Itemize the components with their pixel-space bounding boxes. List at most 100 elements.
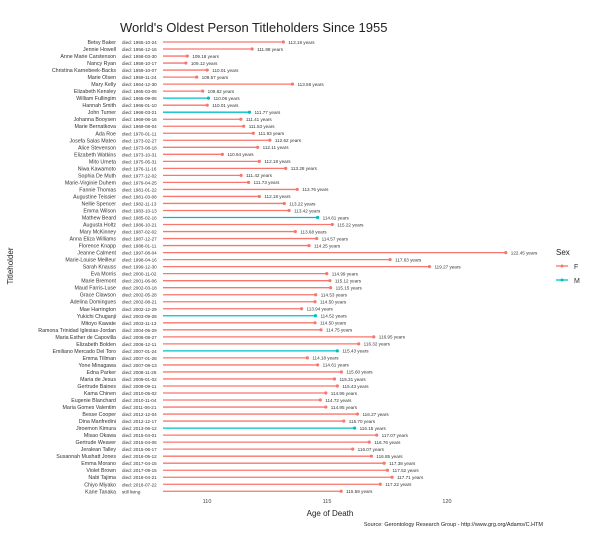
age-label: 113.56 years — [297, 82, 324, 87]
age-label: 113.18 years — [288, 40, 315, 45]
titleholder-name: Kama Chinen — [84, 391, 116, 397]
titleholder-row: Adelina Domingues died: 2002-08-21 114.50 … — [70, 300, 347, 306]
titleholder-row: Maud Farris-Luse died: 2002-03-18 115.15 y… — [74, 286, 362, 292]
titleholder-name: John Turner — [88, 110, 117, 116]
age-label: 111.93 years — [258, 131, 285, 136]
lollipop-point — [257, 194, 261, 199]
titleholder-name: Mary Kelly — [91, 82, 116, 88]
death-date-label: died: 2010-11-04 — [122, 398, 157, 403]
lollipop-point — [314, 293, 318, 297]
age-label: 117.52 years — [392, 468, 419, 473]
lollipop-point — [195, 75, 199, 79]
titleholder-row: Eugenie Blanchard died: 2010-11-04 114.72 … — [71, 398, 352, 404]
age-label: 117.71 years — [397, 475, 424, 480]
lollipop-point — [325, 272, 329, 276]
age-label: 114.95 years — [331, 405, 358, 410]
age-label: 113.76 years — [302, 187, 329, 192]
titleholder-name: Emma Wilson — [83, 208, 116, 214]
titleholder-name: Nellie Spencer — [82, 201, 117, 207]
titleholder-row: Maria Gomes Valentim died: 2011-06-21 114.… — [63, 405, 358, 411]
lollipop-point — [342, 419, 346, 423]
x-tick-label: 110 — [203, 499, 212, 505]
titleholder-name: Anne Marie Carstenson — [60, 54, 116, 60]
titleholder-name: Fannie Thomas — [79, 187, 116, 193]
titleholder-name: Elizabeth Watkins — [74, 152, 116, 158]
death-date-label: died: 1975-05-31 — [122, 159, 157, 164]
age-label: 116.85 years — [376, 454, 403, 459]
titleholder-row: Augusta Holtz died: 1986-10-21 115.22 year… — [83, 222, 364, 228]
titleholder-name: Sarah Knauss — [83, 265, 117, 271]
titleholder-row: Besse Cooper died: 2012-12-04 116.27 years — [82, 412, 389, 418]
titleholder-name: Anna Eliza Williams — [69, 237, 116, 243]
lollipop-point — [353, 426, 357, 430]
legend: Sex FM — [556, 248, 580, 285]
lollipop-point — [382, 461, 386, 465]
titleholder-name: Marie Olsen — [87, 75, 116, 81]
titleholder-name: Grace Clawson — [80, 293, 116, 299]
titleholder-name: Mae Harrington — [79, 307, 116, 313]
age-label: 110.01 years — [212, 103, 239, 108]
death-date-label: died: 2007-08-13 — [122, 363, 157, 368]
lollipop-point — [375, 433, 379, 437]
titleholder-row: Anna Eliza Williams died: 1987-12-27 114.5… — [69, 236, 348, 242]
death-date-label: died: 2009-09-11 — [122, 384, 157, 389]
death-date-label: died: 2010-05-02 — [122, 391, 157, 396]
age-label: 116.76 years — [374, 440, 401, 445]
death-date-label: died: 2013-06-12 — [122, 426, 157, 431]
titleholder-row: Sophia De Muth died: 1977-12-02 111.42 yea… — [78, 173, 273, 179]
death-date-label: died: 1999-12-30 — [122, 265, 157, 270]
death-date-label: died: 2002-12-29 — [122, 307, 157, 312]
x-tick-label: 115 — [323, 499, 332, 505]
lollipop-point — [299, 307, 304, 311]
titleholder-row: Elizabeth Kensley died: 1965-03-06 109.82 … — [74, 89, 235, 95]
titleholder-row: Sarah Knauss died: 1999-12-30 119.27 years — [83, 264, 462, 270]
titleholder-name: Emiliano Mercado Del Toro — [53, 349, 117, 355]
titleholder-row: Eva Morris died: 2000-11-02 114.99 years — [91, 271, 359, 277]
titleholder-name: Besse Cooper — [82, 412, 116, 418]
legend-label: F — [574, 264, 578, 271]
titleholder-row: Maria de Jesus died: 2009-01-02 115.31 yea… — [80, 377, 366, 383]
death-date-label: died: 1958-10-17 — [122, 61, 157, 66]
death-date-label: died: 2017-09-15 — [122, 468, 157, 473]
titleholder-row: Marie-Virginie Duhem died: 1979-04-25 111.… — [65, 180, 280, 186]
lollipop-point — [313, 300, 317, 304]
titleholder-row: Ramona Trinidad Iglesias-Jordan died: 200… — [38, 328, 353, 334]
age-label: 113.94 years — [307, 307, 334, 312]
death-date-label: died: 1968-03-21 — [122, 110, 157, 115]
death-date-label: died: 1979-04-25 — [122, 180, 157, 185]
titleholder-name: Mito Umeta — [89, 159, 116, 165]
death-date-label: died: 1985-02-16 — [122, 216, 157, 221]
death-date-label: died: 1988-01-11 — [122, 244, 157, 249]
age-label: 110.01 years — [212, 68, 239, 73]
age-label: 109.82 years — [208, 89, 235, 94]
age-label: 115.43 years — [342, 349, 369, 354]
titleholder-row: Nellie Spencer died: 1982-11-13 113.22 yea… — [82, 201, 317, 207]
lollipop-point — [390, 475, 394, 479]
titleholder-name: Elizabeth Kensley — [74, 89, 116, 95]
age-label: 114.50 years — [320, 321, 347, 326]
titleholder-row: Florence Knapp died: 1988-01-11 114.25 yea… — [79, 243, 341, 249]
age-label: 114.25 years — [314, 243, 341, 248]
lollipop-point — [313, 321, 317, 325]
titleholder-name: Susannah Mushatt Jones — [56, 454, 116, 460]
age-label: 112.62 years — [275, 138, 302, 143]
death-date-label: died: 2015-04-06 — [122, 440, 157, 445]
age-label: 117.38 years — [389, 461, 416, 466]
titleholder-row: Elizabeth Bolden died: 2006-12-11 116.32 y… — [76, 342, 390, 348]
legend-title: Sex — [556, 248, 570, 257]
lollipop-point — [324, 405, 328, 409]
titleholder-row: Mary Kelly died: 1964-12-30 113.56 years — [91, 82, 324, 88]
death-date-label: died: 2011-06-21 — [122, 405, 157, 410]
lollipop-point — [369, 454, 373, 458]
titleholder-name: Chiyo Miyako — [84, 482, 116, 488]
age-label: 115.15 years — [336, 286, 363, 291]
lollipop-point — [504, 251, 508, 255]
legend-item: F — [556, 264, 578, 271]
age-label: 111.53 years — [249, 124, 276, 129]
lollipop-point — [324, 391, 328, 395]
titleholder-name: Ramona Trinidad Iglesias-Jordan — [38, 328, 116, 334]
titleholder-name: Jeanne Calment — [77, 251, 116, 257]
age-label: 116.15 years — [360, 426, 387, 431]
titleholder-name: Marie-Virginie Duhem — [65, 180, 117, 186]
